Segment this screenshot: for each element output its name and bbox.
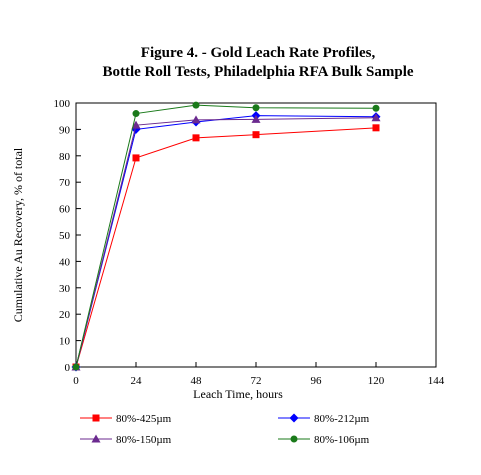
chart-title-line-1: Figure 4. - Gold Leach Rate Profiles, bbox=[141, 45, 376, 61]
legend-label: 80%-425µm bbox=[116, 413, 172, 425]
y-tick-label: 0 bbox=[65, 362, 71, 374]
x-axis: 0 24 48 72 96 120 144 bbox=[73, 362, 445, 387]
legend-item: 80%-212µm bbox=[278, 413, 370, 425]
x-tick-label: 96 bbox=[311, 375, 323, 387]
y-tick-label: 70 bbox=[59, 177, 71, 189]
data-point bbox=[191, 115, 201, 124]
data-point bbox=[132, 154, 140, 162]
legend-swatch-marker bbox=[92, 414, 100, 422]
data-point bbox=[192, 101, 200, 109]
x-tick-label: 48 bbox=[191, 375, 203, 387]
x-tick-label: 72 bbox=[251, 375, 262, 387]
data-point bbox=[251, 114, 261, 123]
y-axis-label: Cumulative Au Recovery, % of total bbox=[11, 147, 25, 322]
y-tick-label: 80 bbox=[59, 151, 71, 163]
legend-item: 80%-106µm bbox=[278, 434, 370, 446]
x-tick-label: 24 bbox=[131, 375, 143, 387]
y-tick-label: 90 bbox=[59, 124, 71, 136]
legend-swatch-marker bbox=[289, 413, 299, 423]
data-point bbox=[371, 113, 381, 122]
legend: 80%-425µm 80%-212µm 80%-150µm 80%-106µm bbox=[80, 413, 370, 446]
series-3 bbox=[72, 101, 380, 371]
data-point bbox=[252, 104, 260, 112]
y-tick-label: 10 bbox=[59, 336, 71, 348]
y-axis: 0 10 20 30 40 50 60 70 80 90 100 bbox=[54, 98, 81, 374]
x-tick-label: 144 bbox=[428, 375, 445, 387]
data-point bbox=[252, 131, 260, 139]
y-tick-label: 40 bbox=[59, 256, 71, 268]
data-point bbox=[192, 134, 200, 142]
legend-item: 80%-425µm bbox=[80, 413, 172, 425]
series-line bbox=[75, 127, 377, 368]
series-line bbox=[75, 104, 377, 368]
series-line bbox=[75, 117, 377, 368]
x-tick-label: 0 bbox=[73, 375, 79, 387]
legend-label: 80%-106µm bbox=[314, 434, 370, 446]
plot-area bbox=[75, 102, 437, 368]
y-tick-label: 60 bbox=[59, 204, 71, 216]
legend-label: 80%-212µm bbox=[314, 413, 370, 425]
series-1 bbox=[71, 111, 381, 372]
legend-swatch-marker bbox=[91, 434, 101, 443]
y-tick-label: 100 bbox=[54, 98, 71, 110]
legend-item: 80%-150µm bbox=[80, 434, 172, 446]
data-point bbox=[131, 120, 141, 129]
x-axis-label: Leach Time, hours bbox=[193, 387, 283, 401]
data-point bbox=[372, 124, 380, 132]
series-0 bbox=[72, 124, 380, 371]
legend-label: 80%-150µm bbox=[116, 434, 172, 446]
data-point bbox=[72, 363, 80, 371]
y-tick-label: 30 bbox=[59, 283, 71, 295]
y-tick-label: 20 bbox=[59, 309, 71, 321]
series-line bbox=[75, 115, 377, 368]
series-layer bbox=[71, 101, 381, 372]
data-point bbox=[132, 110, 140, 118]
plot-border bbox=[75, 102, 437, 368]
series-2 bbox=[71, 113, 381, 371]
data-point bbox=[372, 104, 380, 112]
x-tick-label: 120 bbox=[368, 375, 385, 387]
chart-title-line-2: Bottle Roll Tests, Philadelphia RFA Bulk… bbox=[102, 64, 413, 80]
y-tick-label: 50 bbox=[59, 230, 71, 242]
legend-swatch-marker bbox=[290, 435, 298, 443]
